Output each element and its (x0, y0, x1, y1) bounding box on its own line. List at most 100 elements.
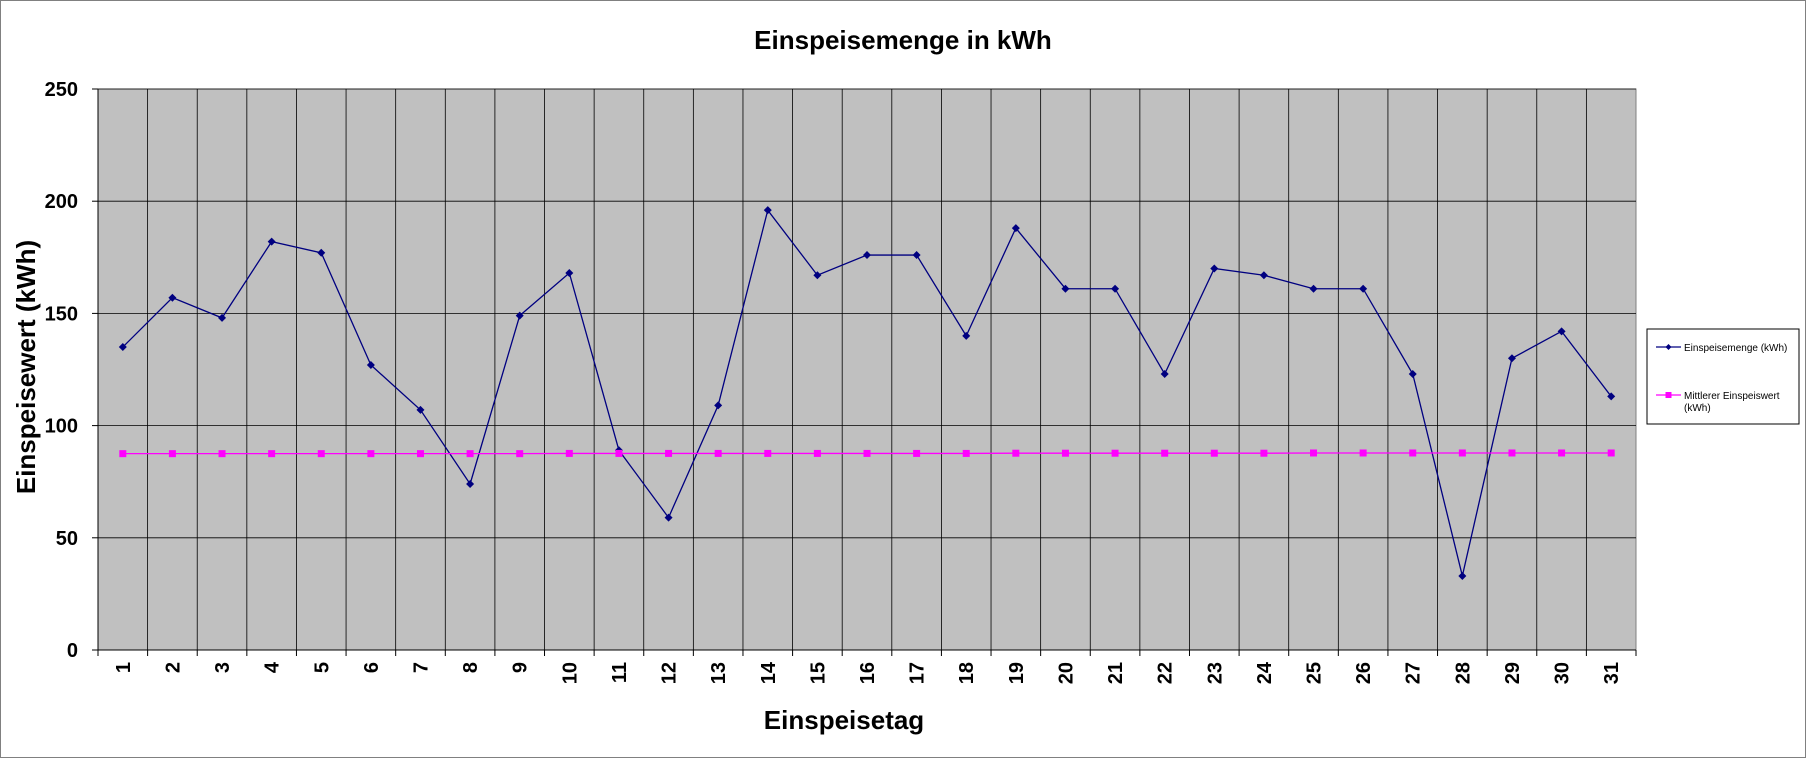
x-tick-label: 23 (1204, 662, 1226, 684)
x-tick-label: 29 (1502, 662, 1524, 684)
y-axis-ticks: 0 50 100 150 200 250 (45, 79, 98, 662)
data-point (1359, 284, 1368, 293)
data-point (1210, 264, 1219, 273)
legend-label: (kWh) (1684, 403, 1711, 414)
data-point (1259, 271, 1268, 280)
data-point (267, 237, 276, 246)
data-point (1558, 449, 1566, 457)
data-point (218, 313, 227, 322)
data-point (764, 449, 772, 457)
data-point (1160, 369, 1169, 378)
data-point (466, 479, 475, 488)
x-tick-label: 3 (212, 662, 234, 673)
x-axis-ticks: 1 2 3 4 5 6 7 8 9 10 11 12 13 14 15 16 17 18 19 20 21 22 23 24 2… (97, 650, 1637, 684)
data-point (1061, 284, 1070, 293)
x-tick-label: 25 (1304, 662, 1326, 684)
x-tick-label: 21 (1105, 662, 1127, 684)
data-point (416, 405, 425, 414)
data-point (317, 450, 325, 458)
data-point (813, 449, 821, 457)
plot-area (97, 88, 1637, 651)
data-point (317, 248, 326, 257)
legend-marker (1665, 392, 1672, 398)
y-tick-label: 250 (45, 79, 78, 101)
legend: Einspeisemenge (kWh) Mittlerer Einspeiswe… (1646, 328, 1800, 425)
x-tick-label: 8 (460, 662, 482, 673)
gridlines (97, 88, 1636, 651)
x-tick-label: 16 (857, 662, 879, 684)
data-point (366, 361, 375, 370)
x-tick-label: 7 (410, 662, 432, 673)
data-point (367, 450, 375, 458)
data-point (763, 206, 772, 215)
x-tick-label: 17 (907, 662, 929, 684)
y-tick-label: 50 (56, 528, 78, 550)
data-point (516, 450, 524, 458)
data-point (863, 251, 871, 260)
x-tick-label: 11 (609, 662, 631, 683)
data-point (714, 401, 723, 410)
data-point (168, 293, 177, 302)
data-point (1409, 449, 1417, 457)
legend-marker (1665, 344, 1672, 350)
x-tick-label: 30 (1552, 662, 1574, 684)
x-tick-label: 20 (1055, 662, 1077, 684)
data-point (1012, 449, 1020, 457)
x-tick-label: 18 (956, 662, 978, 684)
x-tick-label: 10 (559, 662, 581, 684)
legend-label: Einspeisemenge (kWh) (1684, 343, 1787, 354)
x-tick-label: 26 (1353, 662, 1375, 684)
data-point (218, 450, 226, 458)
data-point (962, 331, 971, 340)
data-point (119, 450, 127, 458)
data-point (416, 450, 424, 458)
x-tick-label: 2 (162, 662, 184, 673)
data-point (1111, 284, 1120, 293)
data-point (1061, 449, 1069, 457)
data-point (1161, 449, 1169, 457)
data-point (615, 449, 623, 457)
data-point (665, 449, 673, 457)
x-axis-label: Einspeisetag (764, 705, 924, 735)
data-point (813, 271, 822, 280)
data-point (1011, 224, 1020, 233)
y-axis-label: Einspeisewert (kWh) (11, 240, 41, 494)
data-point (1607, 392, 1616, 401)
series-layer (118, 206, 1616, 580)
x-tick-label: 22 (1155, 662, 1177, 684)
data-point (1508, 449, 1516, 457)
data-point (1111, 449, 1119, 457)
data-point (1210, 449, 1218, 457)
x-tick-label: 4 (262, 661, 284, 673)
data-point (664, 513, 673, 522)
data-point (565, 449, 573, 457)
x-tick-label: 27 (1403, 662, 1425, 684)
data-point (962, 449, 970, 457)
x-tick-label: 19 (1006, 662, 1028, 684)
x-tick-label: 12 (659, 662, 681, 684)
data-point (466, 450, 474, 458)
data-point (1557, 327, 1566, 336)
data-point (1507, 354, 1516, 363)
x-tick-label: 24 (1254, 661, 1276, 684)
data-point (1359, 449, 1367, 457)
data-point (515, 311, 524, 320)
chart-title: Einspeisemenge in kWh (754, 25, 1052, 55)
data-point (863, 449, 871, 457)
y-tick-label: 0 (67, 640, 78, 662)
legend-box (1646, 328, 1800, 425)
data-point (913, 449, 921, 457)
x-tick-label: 13 (708, 662, 730, 684)
data-point (1408, 369, 1417, 378)
data-point (268, 450, 276, 458)
data-point (1607, 449, 1615, 457)
data-point (1260, 449, 1268, 457)
x-tick-label: 28 (1452, 662, 1474, 684)
x-tick-label: 9 (510, 662, 532, 673)
x-tick-label: 1 (113, 662, 135, 673)
x-tick-label: 15 (807, 662, 829, 684)
legend-label: Mittlerer Einspeiswert (1684, 391, 1780, 402)
data-point (714, 449, 722, 457)
x-tick-label: 6 (361, 662, 383, 673)
